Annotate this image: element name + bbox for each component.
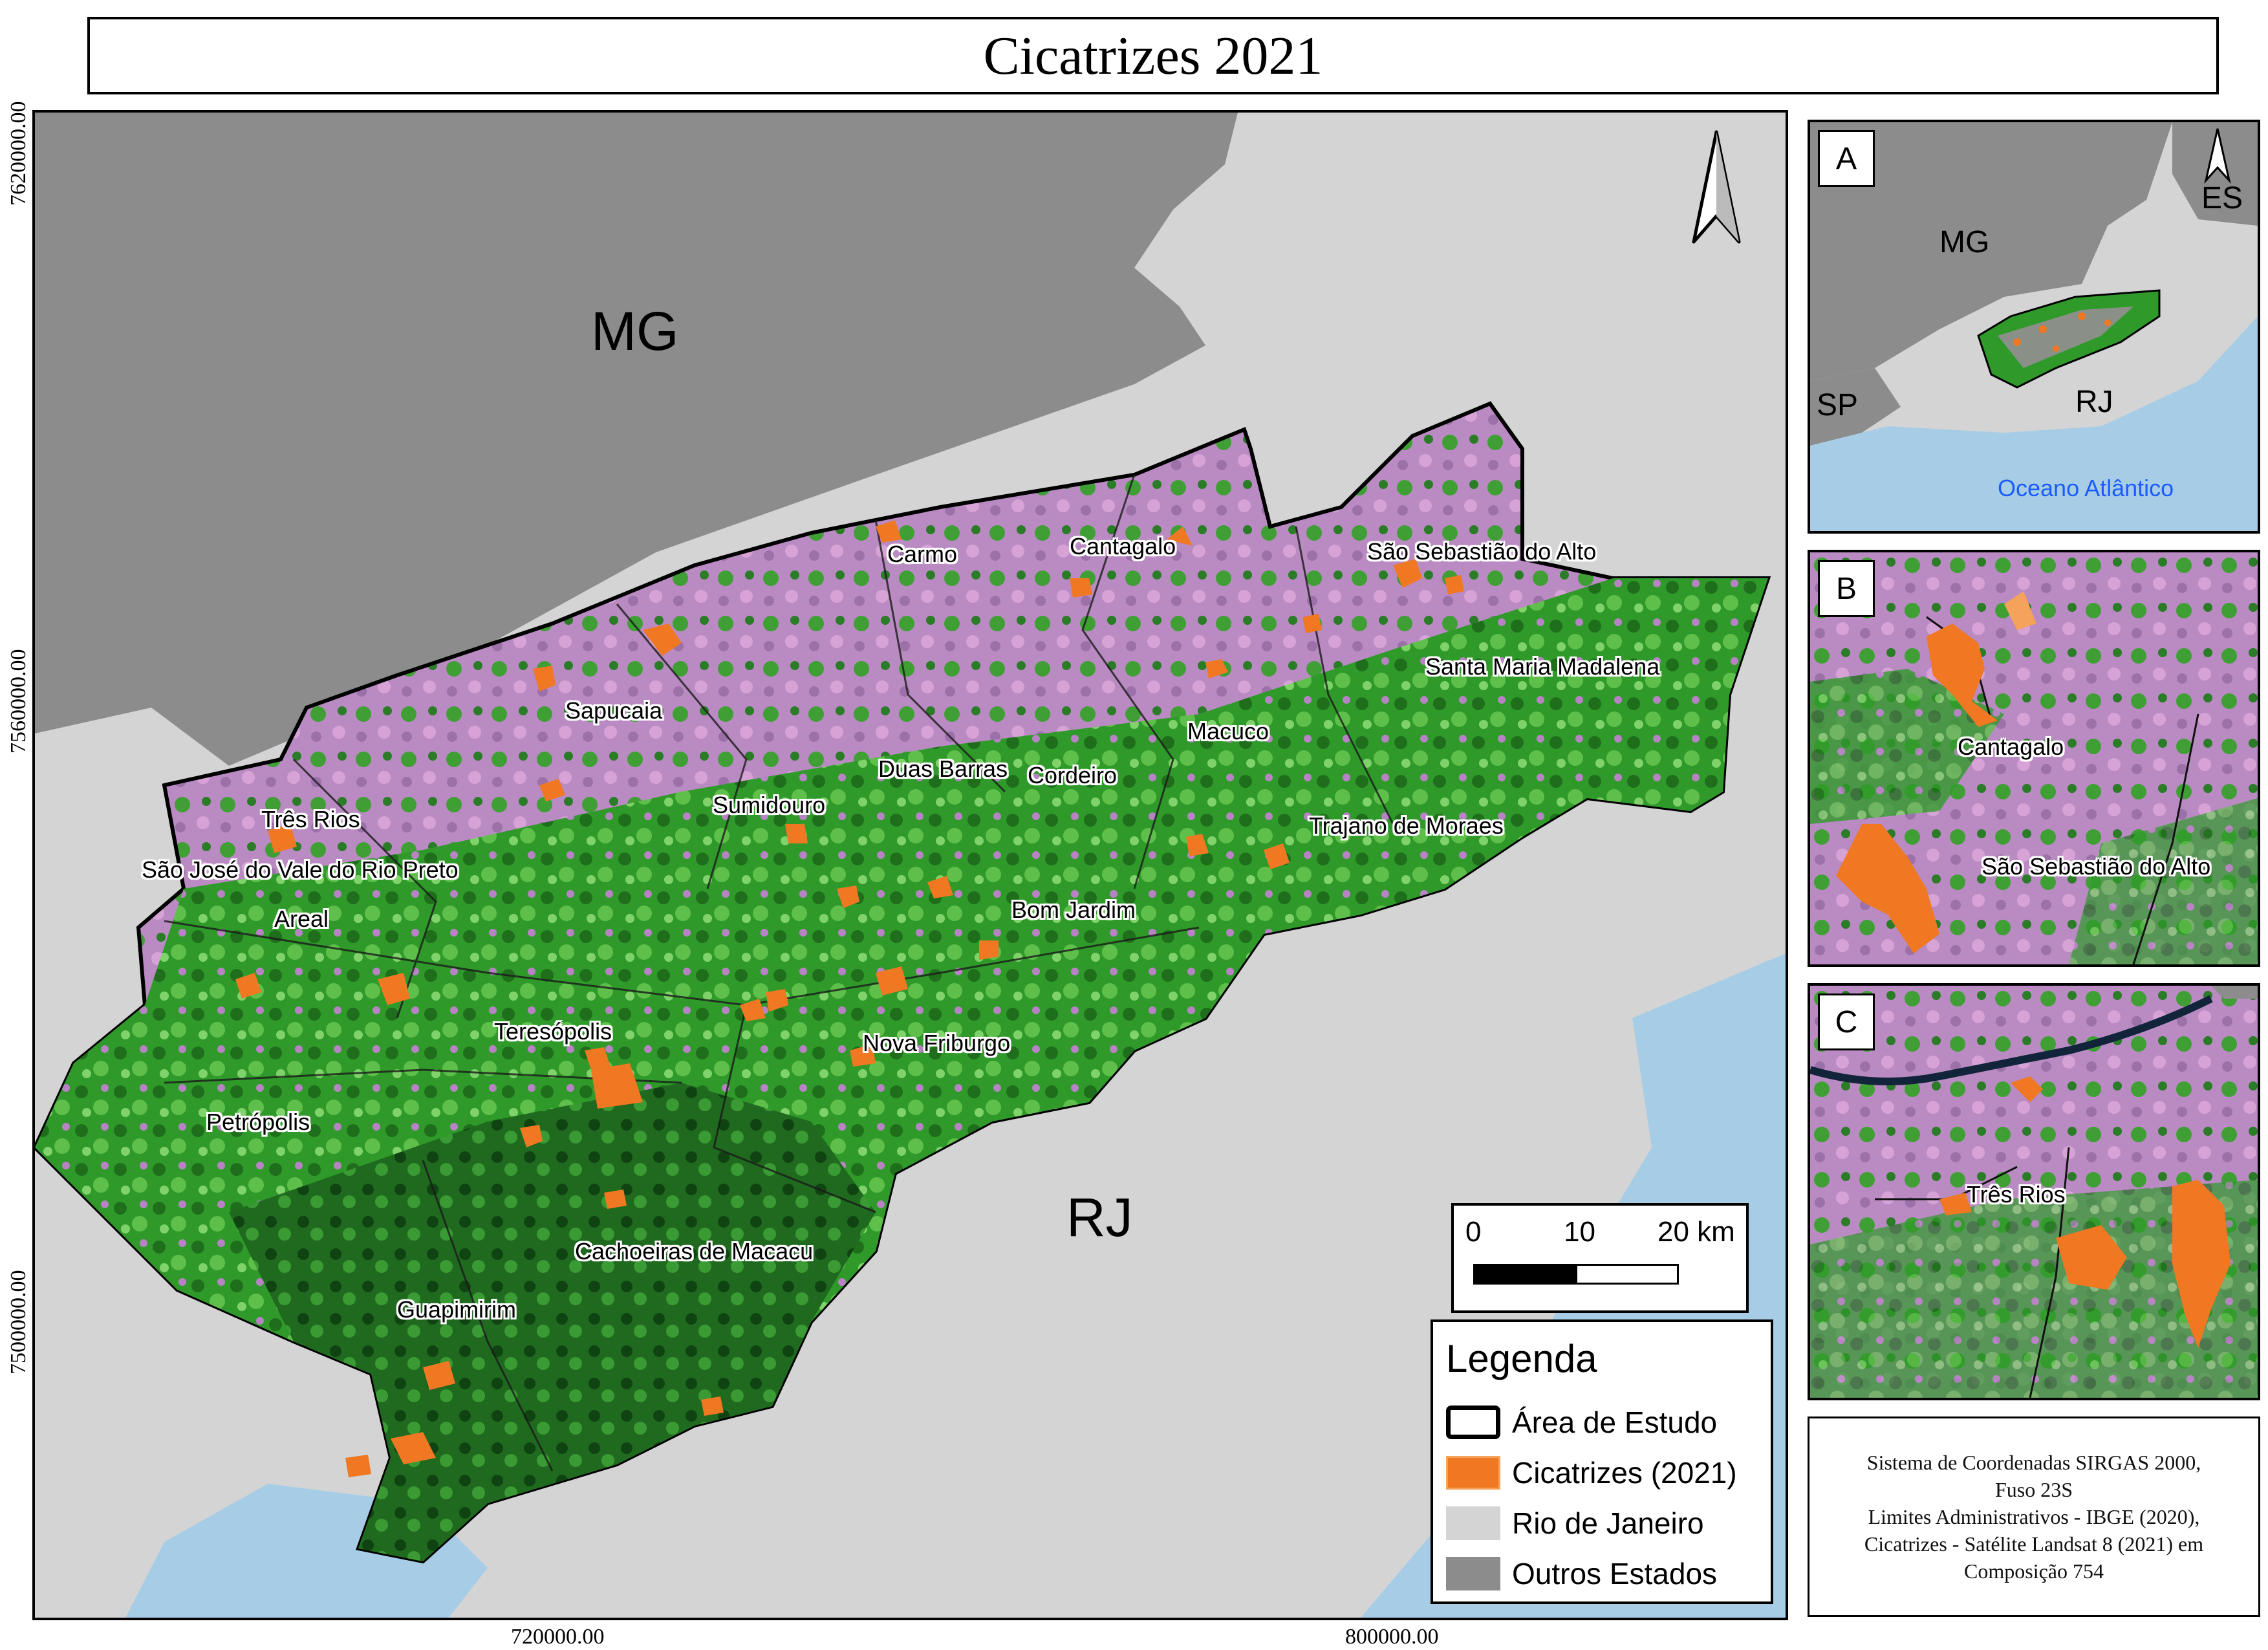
municipality-label: Teresópolis: [494, 1018, 612, 1045]
y-tick-label: 7500000.00: [6, 1270, 30, 1375]
municipality-label: Bom Jardim: [1011, 896, 1136, 923]
municipality-label: Trajano de Moraes: [1309, 812, 1504, 839]
main-map-canvas: [35, 113, 1786, 1618]
municipality-label: Três Rios: [261, 806, 360, 832]
legend: Legenda Área de Estudo Cicatrizes (2021)…: [1431, 1319, 1773, 1604]
municipality-label: Cachoeiras de Macacu: [575, 1238, 814, 1265]
legend-item: Outros Estados: [1446, 1556, 1717, 1591]
state-label-sp: SP: [1817, 388, 1859, 422]
x-tick-label: 720000.00: [511, 1625, 605, 1649]
state-label-rj: RJ: [1066, 1187, 1133, 1248]
legend-label: Outros Estados: [1512, 1557, 1718, 1590]
credits-box: Sistema de Coordenadas SIRGAS 2000, Fuso…: [1808, 1417, 2260, 1617]
y-tick-label: 7560000.00: [6, 649, 30, 754]
scale-label: 0: [1465, 1216, 1482, 1248]
ocean-label: Oceano Atlântico: [1998, 475, 2174, 501]
scale-bar-black: [1473, 1264, 1577, 1285]
north-arrow-icon: [1692, 130, 1741, 244]
municipality-label: São José do Vale do Rio Preto: [142, 856, 459, 883]
inset-a-canvas: [1810, 122, 2258, 531]
state-label-mg: MG: [591, 301, 679, 362]
legend-item: Rio de Janeiro: [1446, 1506, 1704, 1541]
municipality-label: São Sebastião do Alto: [1982, 853, 2211, 880]
municipality-label: Guapimirim: [397, 1296, 517, 1323]
main-map[interactable]: MG RJ Carmo Cantagalo São Sebastião do A…: [32, 110, 1788, 1620]
inset-c[interactable]: C Três Rios: [1808, 983, 2260, 1400]
legend-swatch-scars: [1446, 1456, 1500, 1490]
municipality-label: Cantagalo: [1070, 533, 1176, 559]
municipality-label: Sapucaia: [565, 697, 663, 724]
y-tick-label: 7620000.00: [6, 101, 30, 206]
inset-c-canvas: [1810, 986, 2258, 1398]
state-label-rj: RJ: [2075, 385, 2113, 419]
legend-title: Legenda: [1446, 1337, 1597, 1380]
legend-swatch-rj: [1446, 1506, 1500, 1540]
legend-item: Cicatrizes (2021): [1446, 1455, 1737, 1490]
credits-text: Sistema de Coordenadas SIRGAS 2000, Fuso…: [1864, 1449, 2203, 1585]
credits-line: Sistema de Coordenadas SIRGAS 2000,: [1866, 1451, 2201, 1474]
inset-letter: B: [1818, 560, 1875, 617]
municipality-label: Cordeiro: [1028, 762, 1118, 788]
municipality-label: Sumidouro: [713, 792, 826, 818]
municipality-label: São Sebastião do Alto: [1367, 538, 1597, 565]
municipality-label: Areal: [274, 906, 329, 932]
legend-label: Rio de Janeiro: [1512, 1506, 1704, 1540]
municipality-label: Macuco: [1187, 718, 1269, 744]
scale-label: 10: [1564, 1216, 1595, 1248]
map-title-box: Cicatrizes 2021: [87, 17, 2219, 94]
municipality-label: Três Rios: [1967, 1181, 2066, 1208]
state-label-es: ES: [2201, 181, 2243, 215]
scale-bar-box: 0 10 20 km: [1451, 1203, 1749, 1313]
state-label-mg: MG: [1939, 225, 1990, 259]
inset-a[interactable]: A MG ES SP RJ Oceano Atlântico: [1808, 120, 2260, 534]
inset-letter: C: [1818, 993, 1875, 1050]
scale-label: 20 km: [1658, 1216, 1735, 1248]
municipality-label: Duas Barras: [878, 755, 1008, 782]
x-tick-label: 800000.00: [1345, 1625, 1439, 1649]
legend-label: Área de Estudo: [1512, 1406, 1718, 1439]
municipality-label: Carmo: [887, 541, 958, 567]
legend-swatch-other-states: [1446, 1557, 1500, 1590]
credits-line: Cicatrizes - Satélite Landsat 8 (2021) e…: [1864, 1532, 2204, 1556]
municipality-label: Santa Maria Madalena: [1425, 653, 1660, 680]
legend-swatch-study-area: [1446, 1406, 1500, 1439]
inset-b-canvas: [1810, 552, 2258, 964]
municipality-label: Cantagalo: [1958, 733, 2064, 760]
credits-line: Fuso 23S: [1994, 1478, 2073, 1501]
credits-line: Composição 754: [1964, 1559, 2104, 1583]
map-title: Cicatrizes 2021: [983, 25, 1323, 86]
inset-letter: A: [1818, 130, 1875, 187]
municipality-label: Petrópolis: [206, 1109, 310, 1135]
scale-bar-white: [1575, 1264, 1679, 1285]
legend-label: Cicatrizes (2021): [1512, 1456, 1737, 1490]
municipality-label: Nova Friburgo: [863, 1030, 1011, 1056]
north-arrow-icon: [2204, 128, 2231, 184]
credits-line: Limites Administrativos - IBGE (2020),: [1868, 1505, 2200, 1528]
inset-b[interactable]: B Cantagalo São Sebastião do Alto: [1808, 550, 2260, 967]
legend-item: Área de Estudo: [1446, 1405, 1717, 1440]
